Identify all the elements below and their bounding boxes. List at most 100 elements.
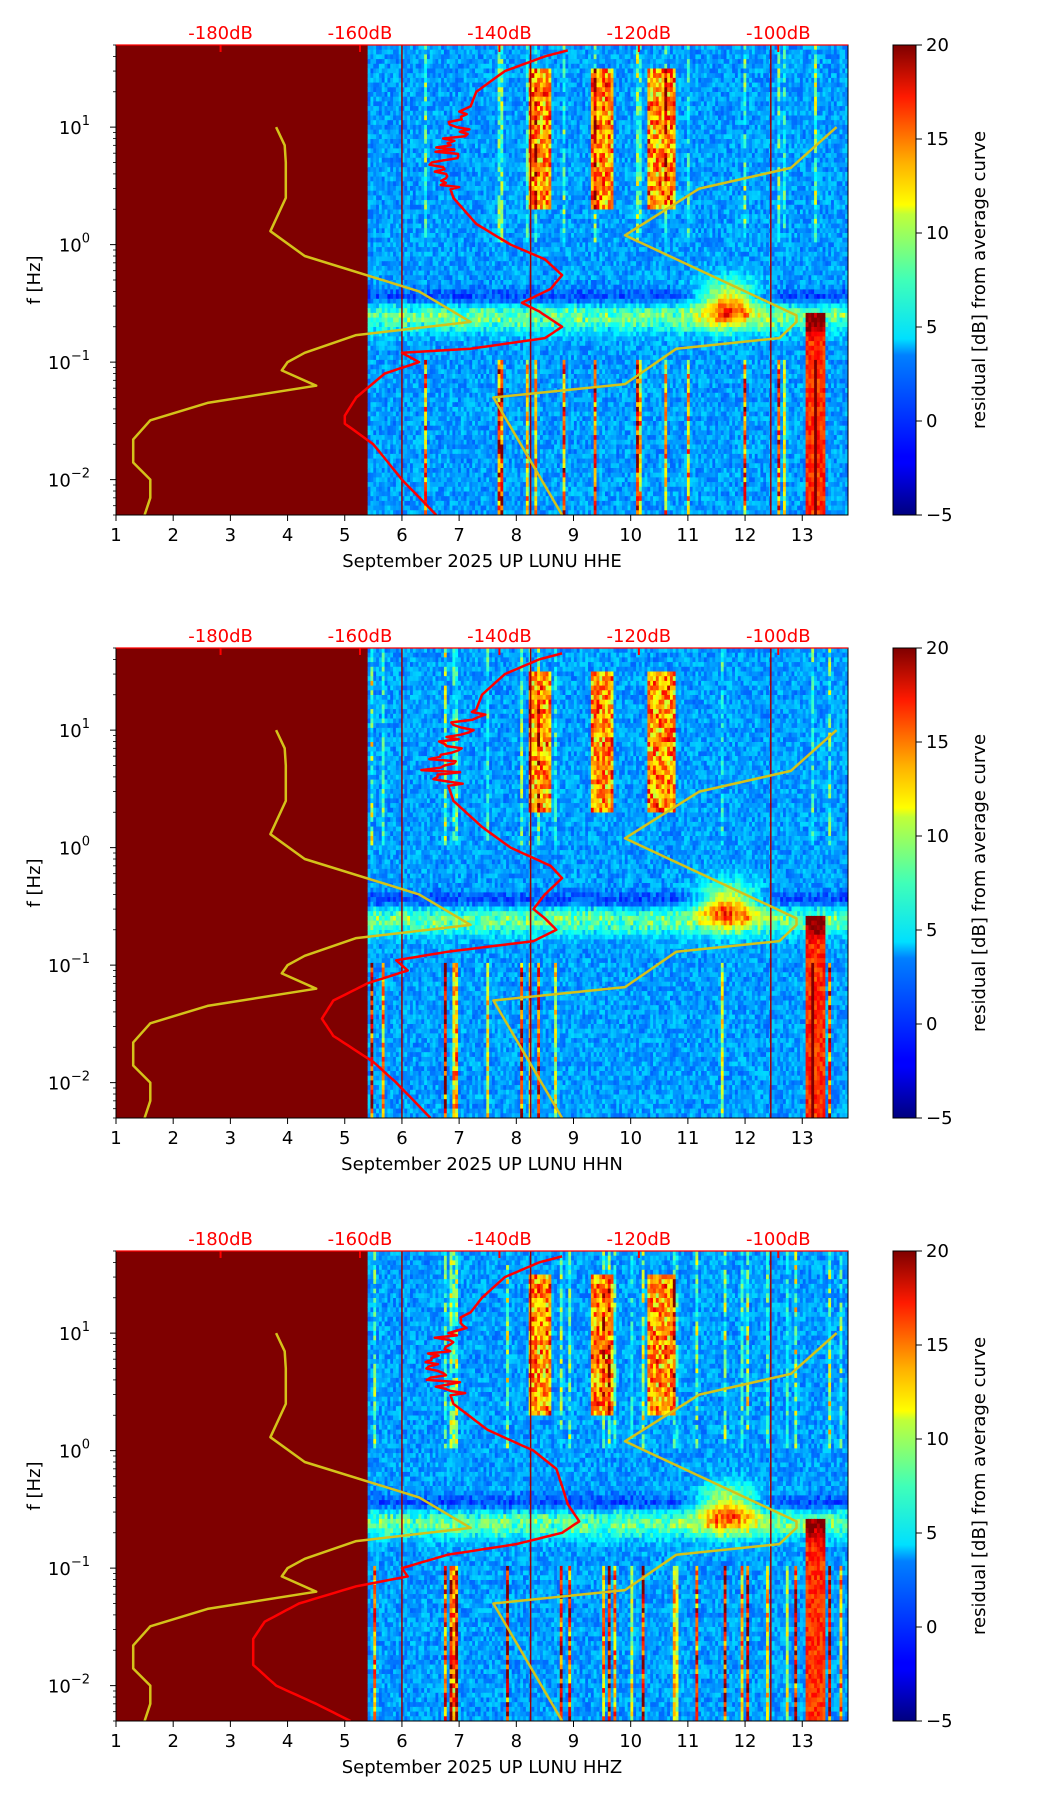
heatmap-cell — [539, 115, 544, 121]
heatmap-cell — [808, 115, 812, 121]
heatmap-cell — [523, 96, 527, 102]
heatmap-cell — [734, 110, 739, 117]
heatmap-cell — [723, 115, 728, 121]
heatmap-cell — [715, 96, 719, 102]
heatmap-cell — [783, 106, 787, 112]
heatmap-cell — [469, 45, 473, 51]
heatmap-cell — [845, 106, 848, 112]
heatmap-cell — [689, 120, 694, 126]
heatmap-cell — [686, 68, 691, 74]
heatmap-cell — [525, 92, 530, 98]
heatmap-cell — [737, 101, 742, 107]
heatmap-cell — [565, 96, 569, 102]
heatmap-cell — [373, 68, 377, 74]
heatmap-cell — [531, 73, 535, 79]
heatmap-cell — [681, 92, 685, 98]
heatmap-cell — [497, 106, 502, 112]
heatmap-cell — [746, 77, 750, 84]
heatmap-cell — [373, 120, 377, 126]
heatmap-cell — [754, 68, 759, 74]
heatmap-cell — [746, 49, 750, 55]
heatmap-cell — [785, 63, 790, 70]
heatmap-cell — [788, 73, 793, 79]
heatmap-cell — [573, 87, 578, 93]
heatmap-cell — [669, 59, 674, 65]
heatmap-cell — [568, 110, 572, 117]
heatmap-cell — [410, 54, 414, 60]
heatmap-cell — [483, 63, 487, 70]
heatmap-cell — [819, 63, 824, 70]
heatmap-cell — [539, 101, 544, 107]
heatmap-cell — [619, 87, 623, 93]
heatmap-cell — [783, 73, 787, 79]
heatmap-cell — [415, 106, 420, 112]
heatmap-cell — [506, 101, 510, 107]
heatmap-cell — [797, 54, 801, 60]
heatmap-cell — [390, 124, 394, 131]
heatmap-cell — [582, 77, 586, 84]
heatmap-cell — [720, 49, 725, 55]
heatmap-cell — [757, 54, 762, 60]
heatmap-cell — [548, 101, 552, 107]
heatmap-cell — [644, 92, 648, 98]
heatmap-cell — [836, 49, 841, 55]
heatmap-cell — [831, 101, 835, 107]
heatmap-cell — [616, 106, 620, 112]
heatmap-cell — [398, 92, 403, 98]
heatmap-cell — [732, 115, 736, 121]
heatmap-cell — [624, 45, 629, 51]
heatmap-cell — [531, 106, 535, 112]
heatmap-cell — [585, 87, 589, 93]
heatmap-cell — [466, 73, 470, 79]
heatmap-cell — [537, 82, 541, 88]
heatmap-cell — [483, 59, 487, 65]
heatmap-cell — [480, 120, 485, 126]
heatmap-cell — [703, 120, 708, 126]
heatmap-cell — [811, 73, 815, 79]
heatmap-cell — [531, 77, 535, 84]
heatmap-cell — [556, 59, 561, 65]
heatmap-cell — [650, 87, 654, 93]
heatmap-cell — [508, 68, 513, 74]
heatmap-cell — [568, 54, 572, 60]
heatmap-cell — [794, 63, 798, 70]
heatmap-cell — [783, 45, 787, 51]
heatmap-cell — [367, 54, 372, 60]
heatmap-cell — [491, 68, 496, 74]
heatmap-cell — [703, 106, 708, 112]
heatmap-cell — [715, 110, 719, 117]
heatmap-cell — [469, 63, 473, 70]
heatmap-cell — [698, 110, 702, 117]
heatmap-cell — [489, 96, 493, 102]
heatmap-cell — [542, 120, 547, 126]
heatmap-cell — [669, 110, 674, 117]
heatmap-cell — [766, 92, 770, 98]
heatmap-cell — [661, 92, 665, 98]
heatmap-cell — [610, 77, 615, 84]
heatmap-cell — [565, 101, 569, 107]
heatmap-cell — [802, 73, 807, 79]
heatmap-cell — [732, 110, 736, 117]
heatmap-cell — [542, 124, 547, 131]
heatmap-cell — [667, 73, 671, 79]
heatmap-cell — [816, 45, 821, 51]
heatmap-cell — [458, 73, 462, 79]
heatmap-cell — [582, 115, 586, 121]
heatmap-cell — [726, 87, 730, 93]
heatmap-cell — [667, 87, 671, 93]
heatmap-cell — [664, 101, 668, 107]
heatmap-cell — [706, 73, 711, 79]
heatmap-cell — [378, 59, 383, 65]
heatmap-cell — [675, 110, 680, 117]
heatmap-cell — [373, 124, 377, 131]
heatmap-cell — [503, 106, 507, 112]
heatmap-cell — [449, 106, 453, 112]
heatmap-cell — [797, 59, 801, 65]
heatmap-cell — [497, 115, 502, 121]
heatmap-cell — [664, 96, 668, 102]
heatmap-cell — [588, 92, 592, 98]
heatmap-cell — [692, 77, 697, 84]
heatmap-cell — [424, 96, 428, 102]
heatmap-cell — [412, 124, 417, 131]
heatmap-cells — [367, 45, 848, 515]
